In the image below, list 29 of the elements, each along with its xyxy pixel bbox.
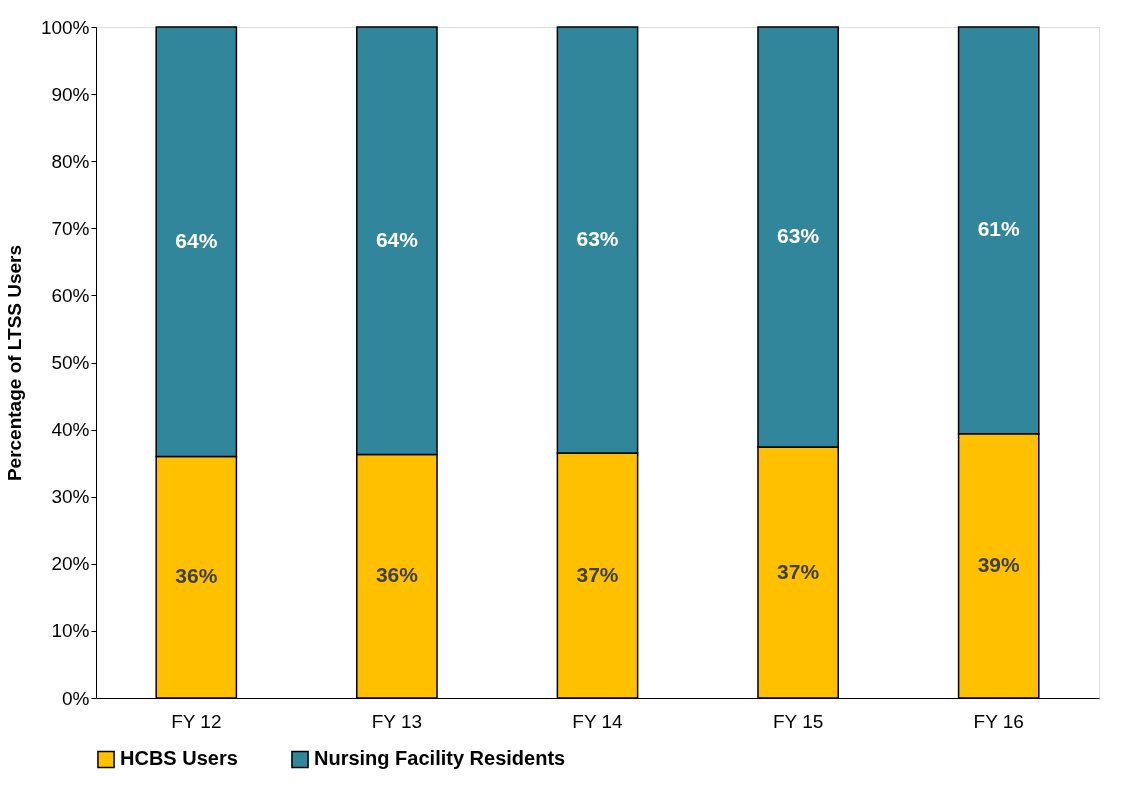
data-label: 39% bbox=[977, 552, 1021, 576]
data-label: 37% bbox=[777, 559, 820, 583]
data-label: 61% bbox=[977, 217, 1021, 241]
data-label: 64% bbox=[175, 228, 218, 252]
x-tick-label: FY 16 bbox=[973, 710, 1024, 732]
y-tick-label: 50% bbox=[51, 352, 90, 373]
y-tick-label: 70% bbox=[51, 217, 90, 239]
x-tick-label: FY 15 bbox=[772, 710, 824, 732]
data-label: 36% bbox=[175, 564, 218, 588]
y-tick-label: 100% bbox=[40, 16, 90, 38]
data-label: 63% bbox=[777, 224, 820, 248]
legend-label: Nursing Facility Residents bbox=[314, 747, 566, 770]
y-tick-label: 30% bbox=[51, 486, 90, 508]
data-label: 36% bbox=[375, 563, 419, 587]
x-tick-label: FY 14 bbox=[572, 710, 624, 732]
y-tick-label: 10% bbox=[51, 620, 90, 642]
x-tick-label: FY 12 bbox=[171, 710, 222, 732]
y-tick-label: 80% bbox=[51, 150, 90, 172]
y-tick-label: 20% bbox=[51, 553, 90, 575]
data-label: 64% bbox=[375, 227, 419, 251]
x-tick-label: FY 13 bbox=[371, 710, 423, 732]
y-tick-label: 0% bbox=[62, 687, 90, 709]
y-tick-label: 90% bbox=[51, 83, 90, 105]
y-tick-label: 60% bbox=[51, 284, 90, 306]
legend-label: HCBS Users bbox=[120, 747, 238, 770]
y-axis-title: Percentage of LTSS Users bbox=[3, 244, 25, 482]
data-label: 37% bbox=[576, 562, 619, 586]
y-tick-label: 40% bbox=[51, 419, 90, 441]
data-label: 63% bbox=[576, 227, 619, 251]
